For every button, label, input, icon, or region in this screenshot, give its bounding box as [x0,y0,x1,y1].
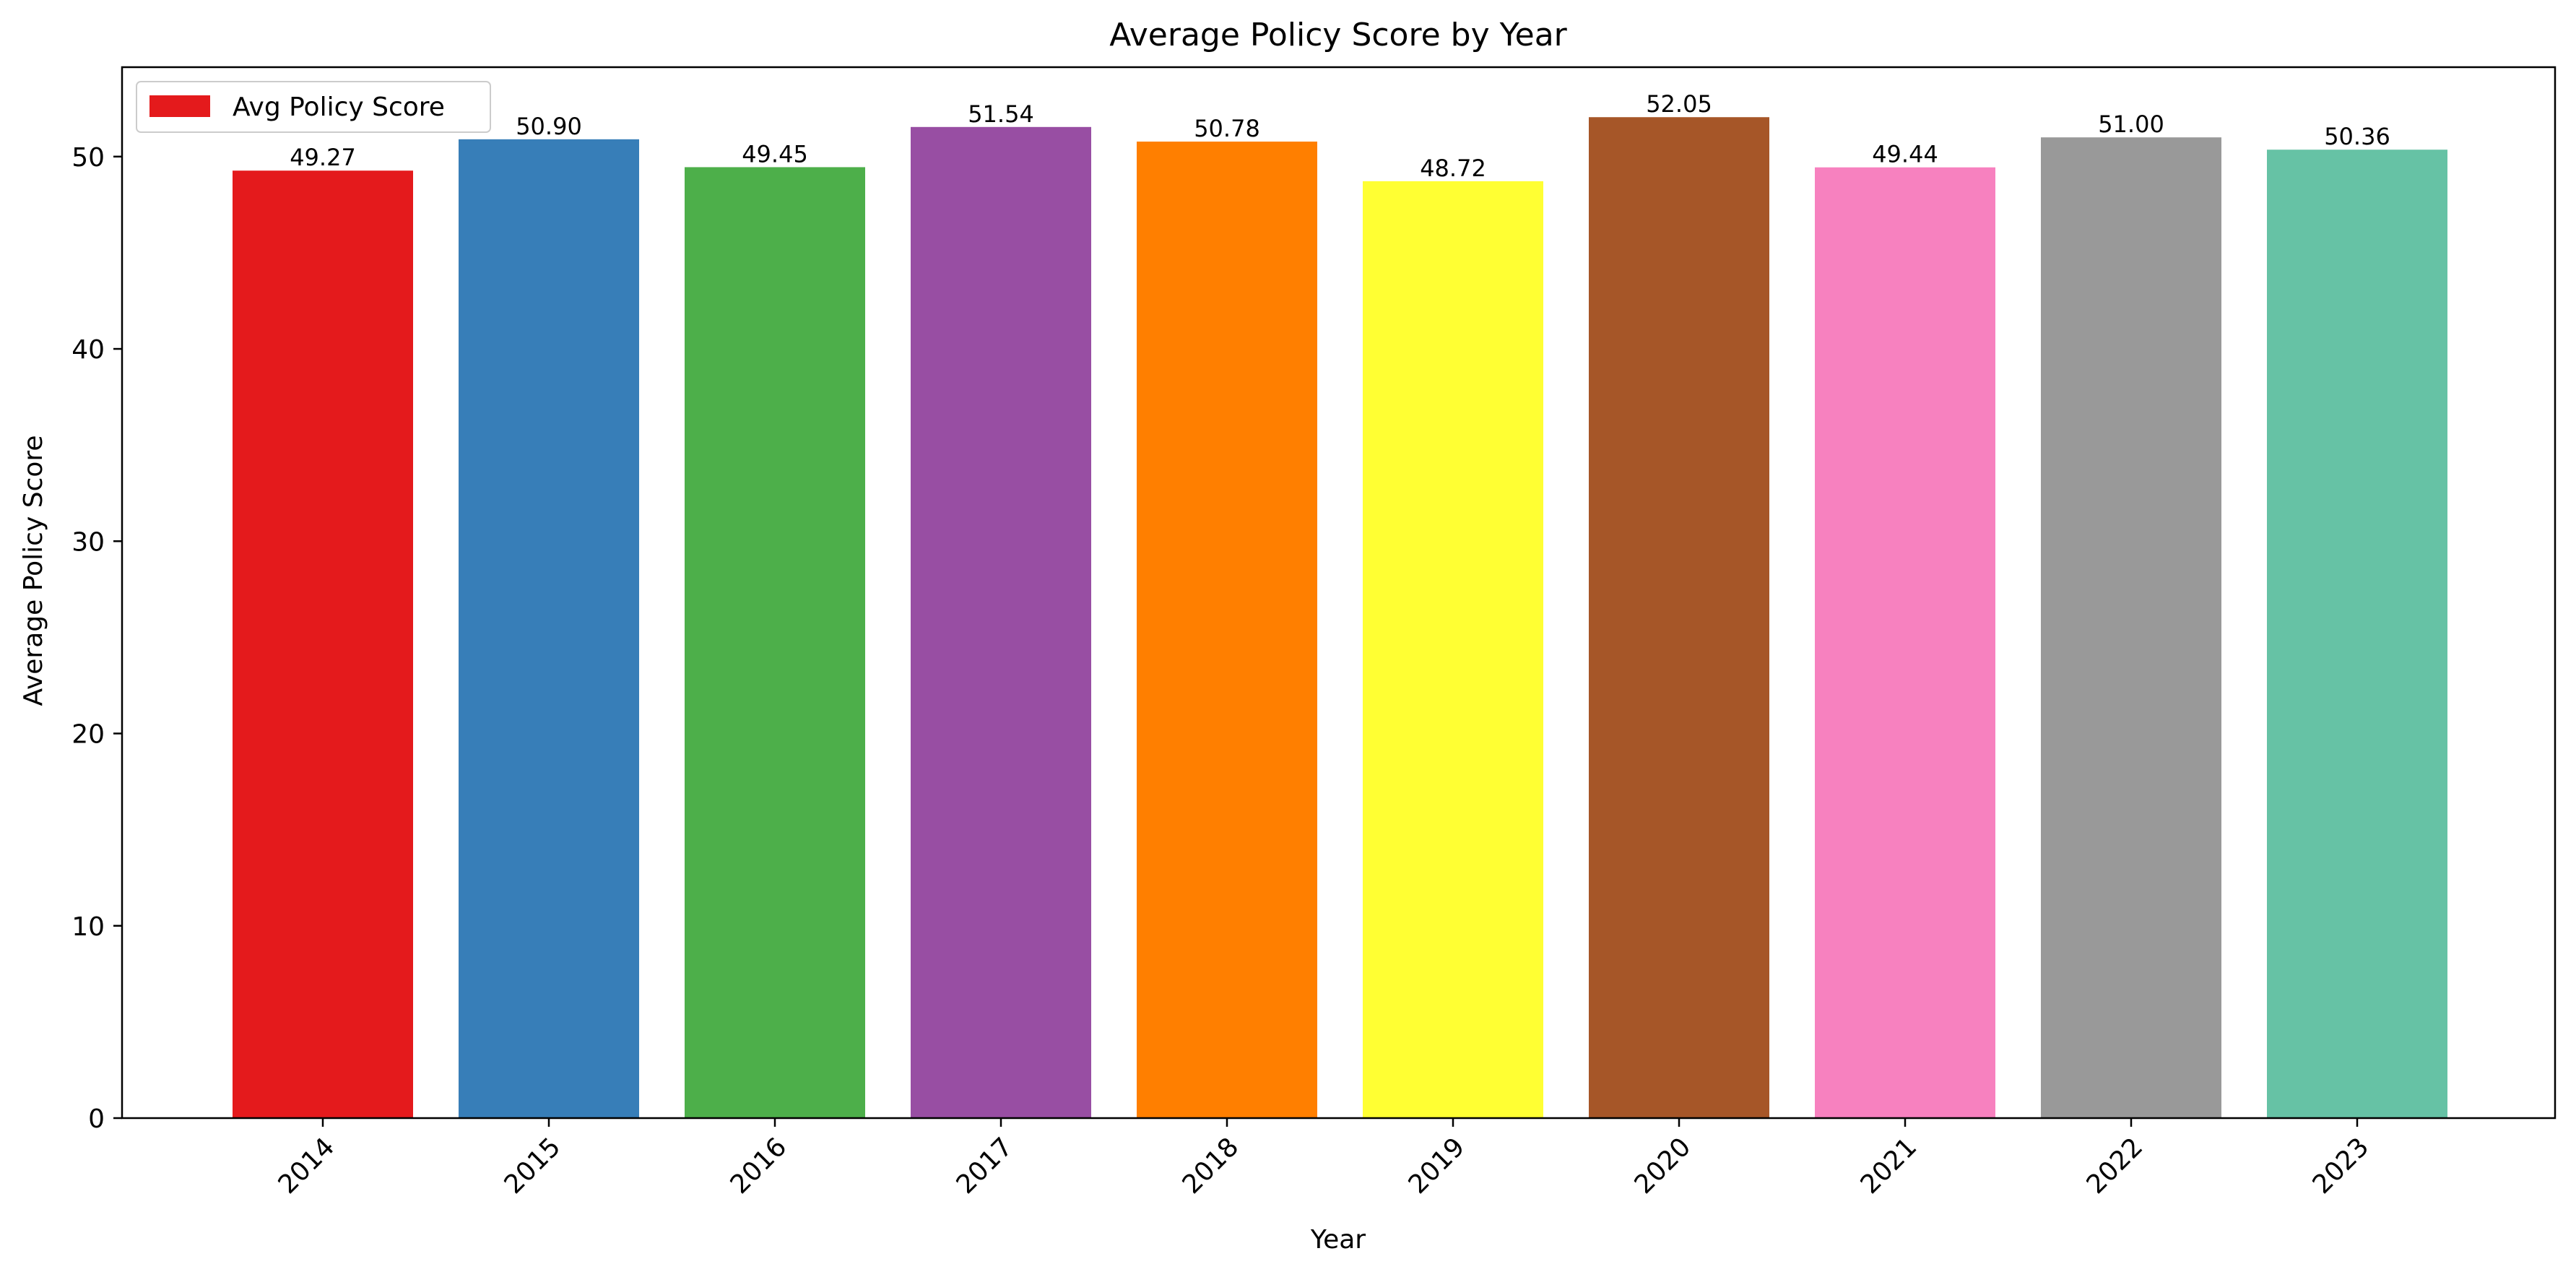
bar-2022 [2041,137,2221,1118]
value-labels-group: 49.27 50.90 49.45 51.54 50.78 48.72 52.05 49.44… [290,90,2390,182]
y-tick-label-20: 20 [71,720,105,750]
value-label-2018: 50.78 [1194,115,1260,142]
bar-2023 [2267,150,2447,1119]
y-axis: 0 10 20 30 40 50 [71,143,122,1134]
legend-label: Avg Policy Score [233,92,445,122]
plot-area-frame [121,66,2557,1120]
value-label-2015: 50.90 [516,113,582,140]
bar-2019 [1363,181,1543,1119]
value-label-2023: 50.36 [2324,123,2390,150]
value-label-2019: 48.72 [1420,155,1486,182]
x-axis-label: Year [1310,1225,1366,1255]
bar-2018 [1137,142,1317,1118]
bar-2014 [233,170,413,1119]
y-axis-label: Average Policy Score [19,435,48,706]
value-label-2022: 51.00 [2098,111,2164,138]
value-label-2020: 52.05 [1646,90,1712,118]
value-label-2014: 49.27 [290,144,356,171]
y-tick-label-10: 10 [71,912,105,942]
y-tick-label-50: 50 [71,143,105,173]
value-label-2017: 51.54 [968,100,1034,128]
chart-title: Average Policy Score by Year [1109,17,1567,53]
y-tick-label-0: 0 [88,1104,105,1134]
legend: Avg Policy Score [136,81,491,133]
legend-box [136,81,491,133]
value-label-2021: 49.44 [1872,141,1938,168]
value-label-2016: 49.45 [742,140,808,168]
bar-2015 [459,139,639,1119]
bars-group [233,117,2447,1119]
y-tick-label-40: 40 [71,335,105,365]
bar-2020 [1589,117,1769,1119]
legend-swatch [149,95,210,117]
bar-2021 [1815,167,1995,1118]
bar-2017 [911,126,1091,1119]
y-tick-label-30: 30 [71,527,105,557]
bar-2016 [685,167,865,1119]
